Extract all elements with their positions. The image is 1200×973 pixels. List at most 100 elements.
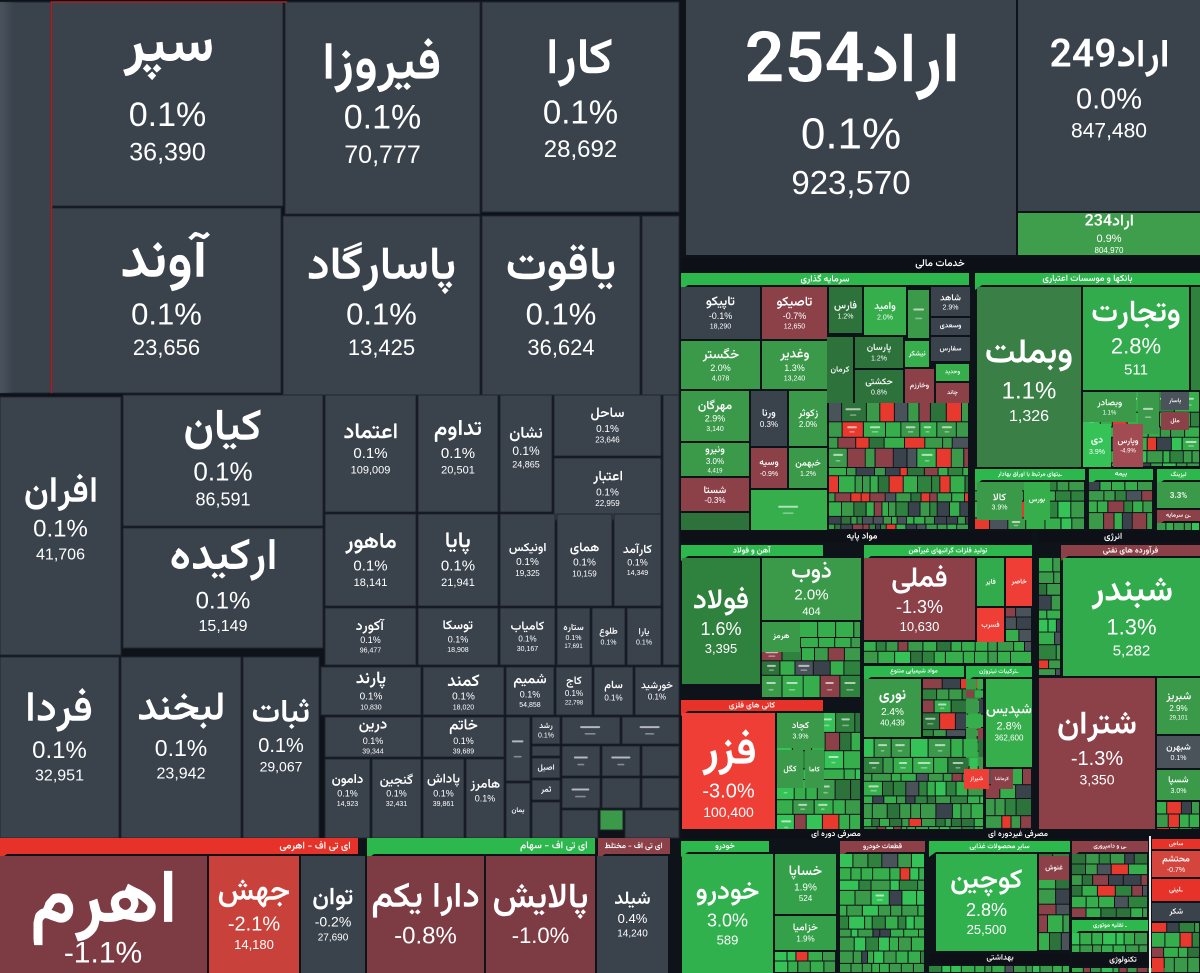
- svg-text:0.1%: 0.1%: [196, 587, 251, 614]
- svg-text:0.1%: 0.1%: [636, 639, 652, 646]
- svg-text:-1.3%: -1.3%: [896, 597, 943, 617]
- svg-text:0.1%: 0.1%: [516, 557, 539, 568]
- svg-text:1.3%: 1.3%: [1106, 615, 1156, 640]
- svg-text:0.1%: 0.1%: [648, 693, 666, 702]
- svg-text:100,400: 100,400: [703, 804, 754, 820]
- svg-text:2.0%: 2.0%: [710, 363, 731, 373]
- svg-text:0.1%: 0.1%: [566, 635, 582, 642]
- svg-text:0.1%: 0.1%: [573, 558, 596, 569]
- svg-text:1.3%: 1.3%: [784, 363, 805, 373]
- svg-text:0.9%: 0.9%: [1096, 233, 1121, 245]
- svg-text:21,941: 21,941: [441, 577, 475, 589]
- svg-text:0.1%: 0.1%: [360, 692, 383, 703]
- svg-text:18,908: 18,908: [447, 647, 469, 654]
- svg-text:0.1%: 0.1%: [131, 296, 202, 331]
- svg-text:3.9%: 3.9%: [992, 504, 1008, 511]
- svg-text:1.1%: 1.1%: [1002, 378, 1057, 405]
- svg-text:0.1%: 0.1%: [363, 736, 384, 746]
- svg-text:13,240: 13,240: [784, 376, 806, 383]
- svg-text:-2.1%: -2.1%: [228, 913, 280, 935]
- svg-text:-1.0%: -1.0%: [512, 923, 569, 948]
- svg-text:20,501: 20,501: [441, 464, 475, 476]
- svg-text:0.1%: 0.1%: [441, 558, 475, 575]
- svg-text:0.4%: 0.4%: [618, 911, 648, 926]
- svg-text:0.1%: 0.1%: [475, 793, 496, 803]
- svg-text:0.3%: 0.3%: [760, 420, 778, 429]
- svg-text:0.1%: 0.1%: [518, 635, 536, 644]
- svg-text:32,431: 32,431: [386, 801, 408, 808]
- svg-text:28,692: 28,692: [544, 136, 617, 163]
- svg-text:-0.7%: -0.7%: [783, 311, 807, 321]
- svg-text:22,798: 22,798: [565, 700, 584, 706]
- svg-text:0.1%: 0.1%: [441, 445, 475, 462]
- svg-text:2.0%: 2.0%: [877, 314, 893, 321]
- svg-text:23,646: 23,646: [595, 436, 620, 445]
- svg-text:589: 589: [717, 932, 739, 947]
- svg-text:2.9%: 2.9%: [705, 413, 726, 423]
- svg-text:-0.8%: -0.8%: [394, 923, 457, 950]
- svg-text:23,942: 23,942: [157, 766, 206, 783]
- svg-text:1.9%: 1.9%: [794, 882, 817, 893]
- svg-text:41,706: 41,706: [36, 546, 85, 563]
- svg-text:2.8%: 2.8%: [1111, 334, 1161, 359]
- svg-text:0.8%: 0.8%: [871, 389, 887, 396]
- svg-text:39,689: 39,689: [453, 749, 475, 756]
- svg-text:36,624: 36,624: [527, 335, 594, 360]
- svg-text:40,439: 40,439: [880, 719, 905, 728]
- svg-text:0.1%: 0.1%: [33, 516, 88, 543]
- svg-text:1.2%: 1.2%: [800, 471, 816, 478]
- svg-text:0.1%: 0.1%: [386, 789, 407, 799]
- svg-text:13,425: 13,425: [348, 335, 415, 360]
- svg-text:-1.1%: -1.1%: [64, 937, 142, 970]
- svg-text:0.1%: 0.1%: [258, 735, 304, 757]
- svg-text:0.1%: 0.1%: [596, 487, 619, 498]
- svg-text:0.1%: 0.1%: [601, 639, 617, 646]
- svg-text:3,395: 3,395: [705, 641, 738, 656]
- svg-text:511: 511: [1124, 362, 1148, 379]
- svg-text:25,500: 25,500: [967, 922, 1007, 937]
- svg-text:5,282: 5,282: [1113, 643, 1151, 660]
- svg-text:923,570: 923,570: [791, 164, 910, 201]
- svg-text:0.1%: 0.1%: [1171, 755, 1187, 762]
- svg-text:19,325: 19,325: [515, 569, 540, 578]
- svg-text:96,477: 96,477: [360, 648, 382, 655]
- svg-text:-1.3%: -1.3%: [1071, 748, 1123, 770]
- svg-text:2.9%: 2.9%: [943, 304, 959, 311]
- svg-text:86,591: 86,591: [195, 489, 250, 509]
- svg-text:0.1%: 0.1%: [193, 456, 252, 486]
- svg-text:3.9%: 3.9%: [793, 733, 809, 740]
- svg-text:1.6%: 1.6%: [700, 619, 741, 639]
- svg-text:10,630: 10,630: [900, 619, 940, 634]
- svg-text:4,419: 4,419: [707, 468, 723, 474]
- svg-text:12,650: 12,650: [784, 324, 806, 331]
- svg-text:0.1%: 0.1%: [344, 99, 422, 137]
- svg-text:0.1%: 0.1%: [448, 635, 469, 645]
- svg-text:17,691: 17,691: [564, 644, 583, 650]
- svg-text:0.1%: 0.1%: [526, 297, 597, 332]
- svg-text:-0.1%: -0.1%: [709, 311, 733, 321]
- svg-text:3,140: 3,140: [706, 426, 724, 433]
- svg-text:18,020: 18,020: [453, 705, 475, 712]
- svg-text:3.0%: 3.0%: [706, 457, 724, 466]
- svg-text:847,480: 847,480: [1071, 119, 1147, 142]
- svg-text:-3.0%: -3.0%: [702, 780, 754, 802]
- svg-text:0.1%: 0.1%: [627, 557, 648, 567]
- svg-text:-4.9%: -4.9%: [1120, 448, 1136, 454]
- svg-text:0.1%: 0.1%: [360, 635, 381, 645]
- svg-text:32,951: 32,951: [35, 767, 84, 784]
- svg-text:3.0%: 3.0%: [707, 910, 748, 930]
- svg-text:39,861: 39,861: [433, 801, 455, 808]
- svg-text:15,149: 15,149: [199, 618, 248, 635]
- svg-text:1.2%: 1.2%: [871, 355, 887, 362]
- svg-text:362,600: 362,600: [995, 734, 1024, 743]
- svg-text:109,009: 109,009: [351, 464, 391, 476]
- svg-text:36,390: 36,390: [129, 139, 205, 167]
- svg-text:14,180: 14,180: [234, 937, 274, 952]
- svg-text:1.1%: 1.1%: [1103, 410, 1117, 416]
- svg-text:2.9%: 2.9%: [1169, 704, 1187, 713]
- svg-text:0.1%: 0.1%: [453, 736, 474, 746]
- svg-text:0.1%: 0.1%: [337, 789, 358, 799]
- svg-text:0.1%: 0.1%: [565, 689, 583, 698]
- svg-text:22,959: 22,959: [595, 499, 620, 508]
- svg-text:27,690: 27,690: [318, 933, 349, 944]
